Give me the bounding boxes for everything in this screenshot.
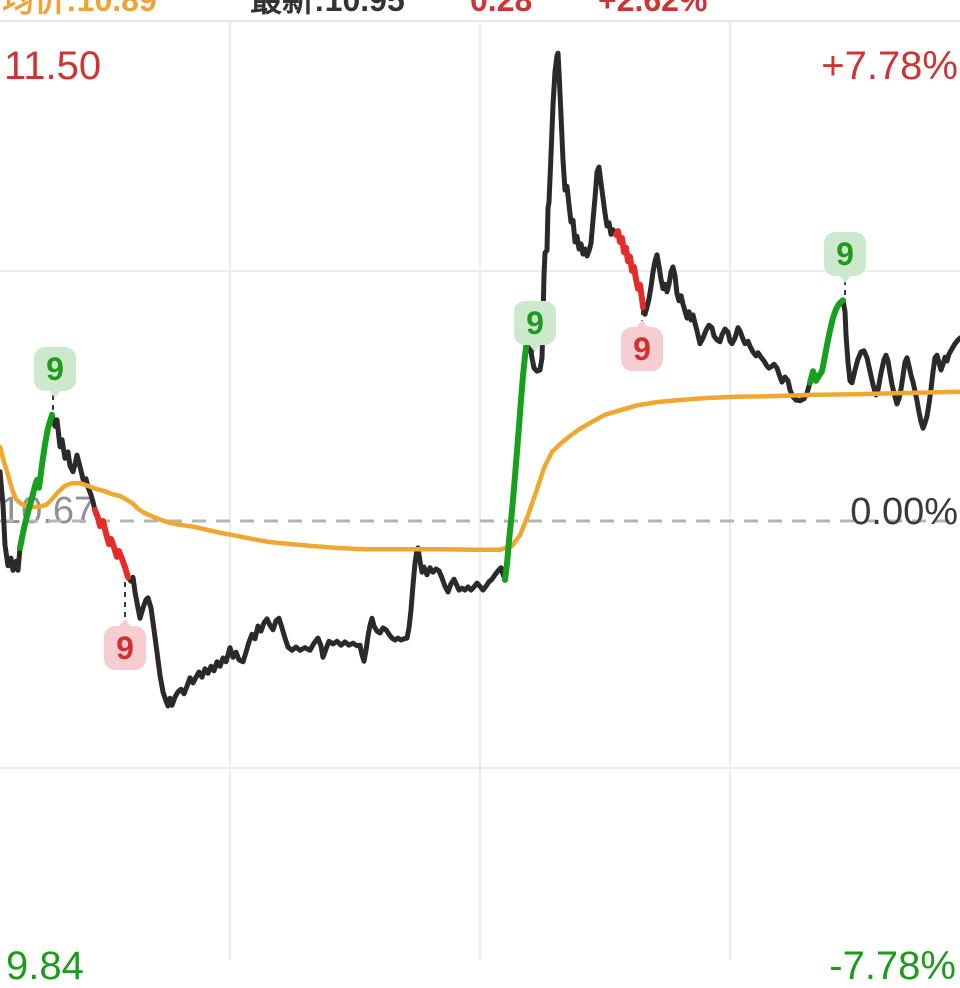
signal-down-segment-2-line <box>613 228 646 311</box>
signal-badge-pointer <box>837 273 853 283</box>
signal-badge-pointer <box>634 320 650 330</box>
signal-up-segment-1-line <box>17 411 55 551</box>
signal-badge-label: 9 <box>526 305 544 341</box>
signal-badge-up <box>824 232 866 276</box>
signal-badge-label: 9 <box>116 630 134 666</box>
axis-zero-pct-label: 0.00% <box>850 491 958 533</box>
signal-badge-down <box>621 327 663 371</box>
axis-min-price-label: 9.84 <box>6 944 84 988</box>
signal-badge-up <box>514 301 556 345</box>
axis-max-pct-label: +7.78% <box>821 44 958 88</box>
signal-badge-pointer <box>47 388 63 398</box>
signal-down-segment-1-line <box>92 507 131 581</box>
intraday-chart-canvas[interactable]: 9 9 9 9 9 <box>0 0 960 960</box>
signal-badge-down <box>104 626 146 670</box>
signal-badge-up <box>34 347 76 391</box>
quote-header: 均价:10.89 最新:10.95 0.28 +2.62% <box>0 0 960 22</box>
signal-up-segment-3-line <box>807 297 846 386</box>
price-line <box>0 50 960 709</box>
axis-min-pct-label: -7.78% <box>829 944 956 988</box>
signal-badge-pointer <box>117 619 133 629</box>
signal-badge-pointer <box>527 342 543 352</box>
signal-badge-label: 9 <box>836 236 854 272</box>
signal-badge-label: 9 <box>633 331 651 367</box>
price-change-pct-label: +2.62% <box>598 0 708 18</box>
axis-max-price-label: 11.50 <box>4 44 102 88</box>
signal-up-segment-2-line <box>502 331 531 583</box>
avg-price-line <box>0 389 960 553</box>
latest-price-label: 最新:10.95 <box>250 0 405 18</box>
price-change-label: 0.28 <box>470 0 533 18</box>
signal-badge-label: 9 <box>46 351 64 387</box>
avg-price-label: 均价:10.89 <box>2 0 157 18</box>
